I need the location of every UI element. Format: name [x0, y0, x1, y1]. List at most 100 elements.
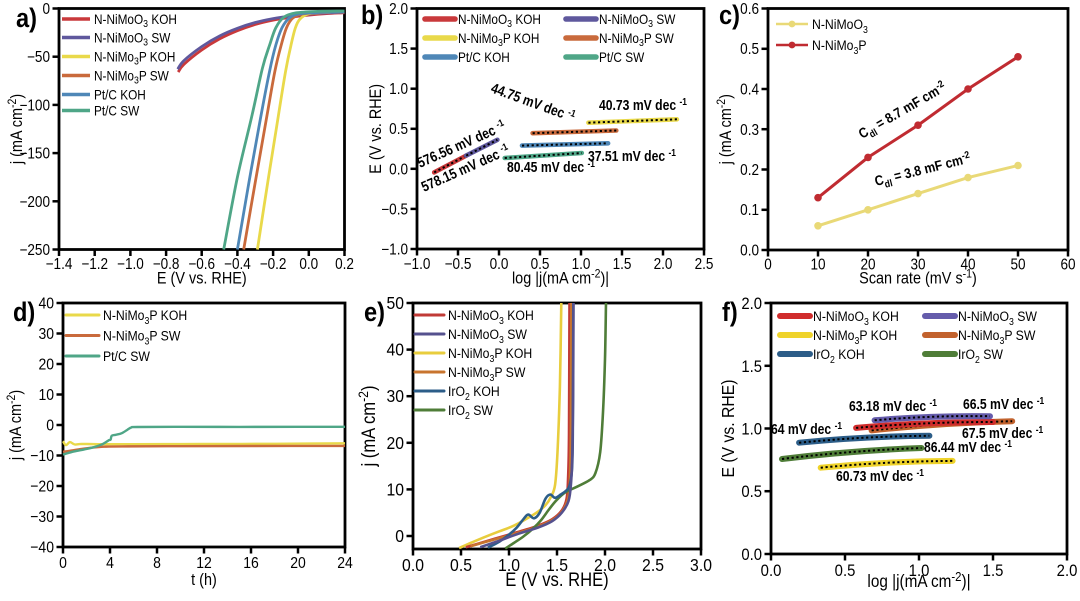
- svg-text:IrO2​ SW: IrO2​ SW: [448, 402, 494, 421]
- svg-text:0.0: 0.0: [490, 256, 509, 273]
- svg-text:−20: −20: [30, 478, 54, 496]
- svg-text:2.0: 2.0: [741, 295, 762, 313]
- svg-text:N-NiMo3​P: N-NiMo3​P: [812, 37, 867, 56]
- svg-text:86.44 mV dec -1​: 86.44 mV dec -1​: [924, 438, 1012, 455]
- svg-text:−1.2: −1.2: [81, 256, 108, 273]
- svg-text:N-NiMo3​P KOH: N-NiMo3​P KOH: [103, 307, 187, 326]
- svg-text:N-NiMoO3​: N-NiMoO3​: [812, 16, 868, 35]
- svg-text:1.5: 1.5: [389, 41, 408, 58]
- svg-text:16: 16: [243, 554, 259, 572]
- svg-text:N-NiMo3​P SW: N-NiMo3​P SW: [94, 69, 169, 86]
- svg-text:N-NiMo3​P SW: N-NiMo3​P SW: [958, 327, 1036, 346]
- svg-text:j (mA cm-2​): j (mA cm-2​): [355, 385, 379, 467]
- svg-text:40: 40: [960, 257, 975, 274]
- svg-text:−250: −250: [19, 242, 50, 259]
- svg-text:60.73 mV dec -1​: 60.73 mV dec -1​: [836, 467, 924, 484]
- svg-text:1.0: 1.0: [909, 562, 930, 580]
- svg-text:4: 4: [106, 554, 114, 572]
- svg-text:c): c): [719, 1, 740, 31]
- svg-text:−100: −100: [19, 98, 50, 115]
- svg-text:−1.0: −1.0: [404, 256, 431, 273]
- svg-text:Pt/C SW: Pt/C SW: [94, 104, 139, 119]
- svg-text:−0.2: −0.2: [260, 256, 287, 273]
- svg-text:−1.0: −1.0: [381, 242, 408, 259]
- svg-text:1.5: 1.5: [983, 562, 1004, 580]
- svg-text:1.0: 1.0: [389, 81, 408, 98]
- svg-text:1.5: 1.5: [546, 555, 568, 575]
- svg-text:N-NiMo3​P KOH: N-NiMo3​P KOH: [94, 50, 175, 67]
- svg-text:0.6: 0.6: [740, 1, 759, 18]
- svg-text:20: 20: [386, 433, 404, 453]
- svg-text:0.2: 0.2: [740, 162, 759, 179]
- svg-text:N-NiMo3​P SW: N-NiMo3​P SW: [103, 328, 181, 347]
- svg-text:t (h): t (h): [191, 571, 217, 589]
- svg-text:0.1: 0.1: [740, 202, 759, 219]
- svg-text:2.0: 2.0: [594, 555, 616, 575]
- svg-text:−150: −150: [19, 146, 50, 163]
- svg-text:0.0: 0.0: [761, 562, 782, 580]
- svg-text:Pt/C KOH: Pt/C KOH: [94, 88, 146, 103]
- svg-text:j (mA cm-2​): j (mA cm-2​): [5, 390, 25, 461]
- svg-text:Pt/C KOH: Pt/C KOH: [458, 50, 510, 65]
- svg-text:30: 30: [38, 325, 54, 343]
- svg-text:1.0: 1.0: [572, 256, 591, 273]
- svg-text:IrO2​ KOH: IrO2​ KOH: [448, 383, 500, 402]
- svg-text:−0.6: −0.6: [188, 256, 215, 273]
- svg-text:67.5 mV dec -1​: 67.5 mV dec -1​: [962, 424, 1043, 441]
- svg-text:0.5: 0.5: [450, 555, 472, 575]
- svg-text:−1.4: −1.4: [46, 256, 73, 273]
- svg-text:1.5: 1.5: [741, 358, 762, 376]
- svg-text:0: 0: [46, 417, 54, 435]
- svg-text:0.0: 0.0: [740, 243, 759, 260]
- svg-text:N-NiMoO3​ SW: N-NiMoO3​ SW: [958, 308, 1038, 327]
- svg-text:0.2: 0.2: [335, 256, 354, 273]
- svg-text:40: 40: [38, 295, 54, 313]
- svg-text:0.0: 0.0: [389, 162, 408, 179]
- svg-text:N-NiMoO3​ KOH: N-NiMoO3​ KOH: [448, 307, 534, 326]
- svg-text:12: 12: [196, 554, 212, 572]
- svg-text:0.3: 0.3: [740, 122, 759, 139]
- svg-text:IrO2​ KOH: IrO2​ KOH: [813, 346, 865, 365]
- svg-text:63.18 mV dec -1​: 63.18 mV dec -1​: [849, 397, 937, 414]
- svg-text:IrO2​ SW: IrO2​ SW: [958, 346, 1004, 365]
- svg-text:0.5: 0.5: [741, 483, 762, 501]
- svg-text:−40: −40: [30, 539, 54, 557]
- svg-text:N-NiMo3​P KOH: N-NiMo3​P KOH: [458, 31, 539, 48]
- svg-text:−30: −30: [30, 508, 54, 526]
- svg-text:0: 0: [764, 257, 772, 274]
- svg-text:N-NiMoO3​ SW: N-NiMoO3​ SW: [599, 12, 675, 29]
- svg-text:64 mV dec -1​: 64 mV dec -1​: [771, 420, 842, 437]
- svg-text:40.73 mV dec -1​: 40.73 mV dec -1​: [599, 96, 687, 113]
- svg-text:N-NiMoO3​ KOH: N-NiMoO3​ KOH: [458, 12, 541, 29]
- svg-text:8: 8: [153, 554, 161, 572]
- svg-text:j (mA cm-2​): j (mA cm-2​): [715, 94, 735, 165]
- svg-text:0.5: 0.5: [740, 41, 759, 58]
- svg-text:E (V vs. RHE): E (V vs. RHE): [718, 380, 738, 478]
- svg-text:60: 60: [1060, 257, 1075, 274]
- svg-text:30: 30: [386, 386, 404, 406]
- svg-text:37.51 mV dec -1​: 37.51 mV dec -1​: [588, 147, 676, 164]
- svg-text:80.45 mV dec -1​: 80.45 mV dec -1​: [507, 158, 595, 175]
- svg-text:0: 0: [42, 1, 50, 18]
- svg-text:−10: −10: [30, 447, 54, 465]
- svg-text:1.0: 1.0: [741, 421, 762, 439]
- svg-text:50: 50: [1010, 257, 1025, 274]
- svg-text:0.5: 0.5: [531, 256, 550, 273]
- svg-text:Pt/C SW: Pt/C SW: [599, 50, 644, 65]
- svg-text:Scan rate (mV s-1​): Scan rate (mV s-1​): [859, 268, 977, 288]
- svg-text:24: 24: [337, 554, 353, 572]
- svg-text:20: 20: [860, 257, 875, 274]
- svg-text:40: 40: [386, 340, 404, 360]
- svg-text:log |j(mA cm-2​)|: log |j(mA cm-2​)|: [512, 268, 609, 288]
- svg-text:2.5: 2.5: [695, 256, 714, 273]
- svg-text:−0.4: −0.4: [224, 256, 251, 273]
- svg-text:50: 50: [386, 293, 404, 313]
- svg-text:a): a): [16, 4, 37, 34]
- svg-text:E (V vs. RHE): E (V vs. RHE): [367, 84, 385, 174]
- svg-text:66.5 mV dec -1​: 66.5 mV dec -1​: [963, 395, 1044, 412]
- svg-text:−0.5: −0.5: [445, 256, 472, 273]
- svg-text:N-NiMoO3​ SW: N-NiMoO3​ SW: [448, 326, 528, 345]
- svg-text:3.0: 3.0: [690, 555, 712, 575]
- svg-text:0.4: 0.4: [740, 82, 759, 99]
- svg-text:−0.8: −0.8: [153, 256, 180, 273]
